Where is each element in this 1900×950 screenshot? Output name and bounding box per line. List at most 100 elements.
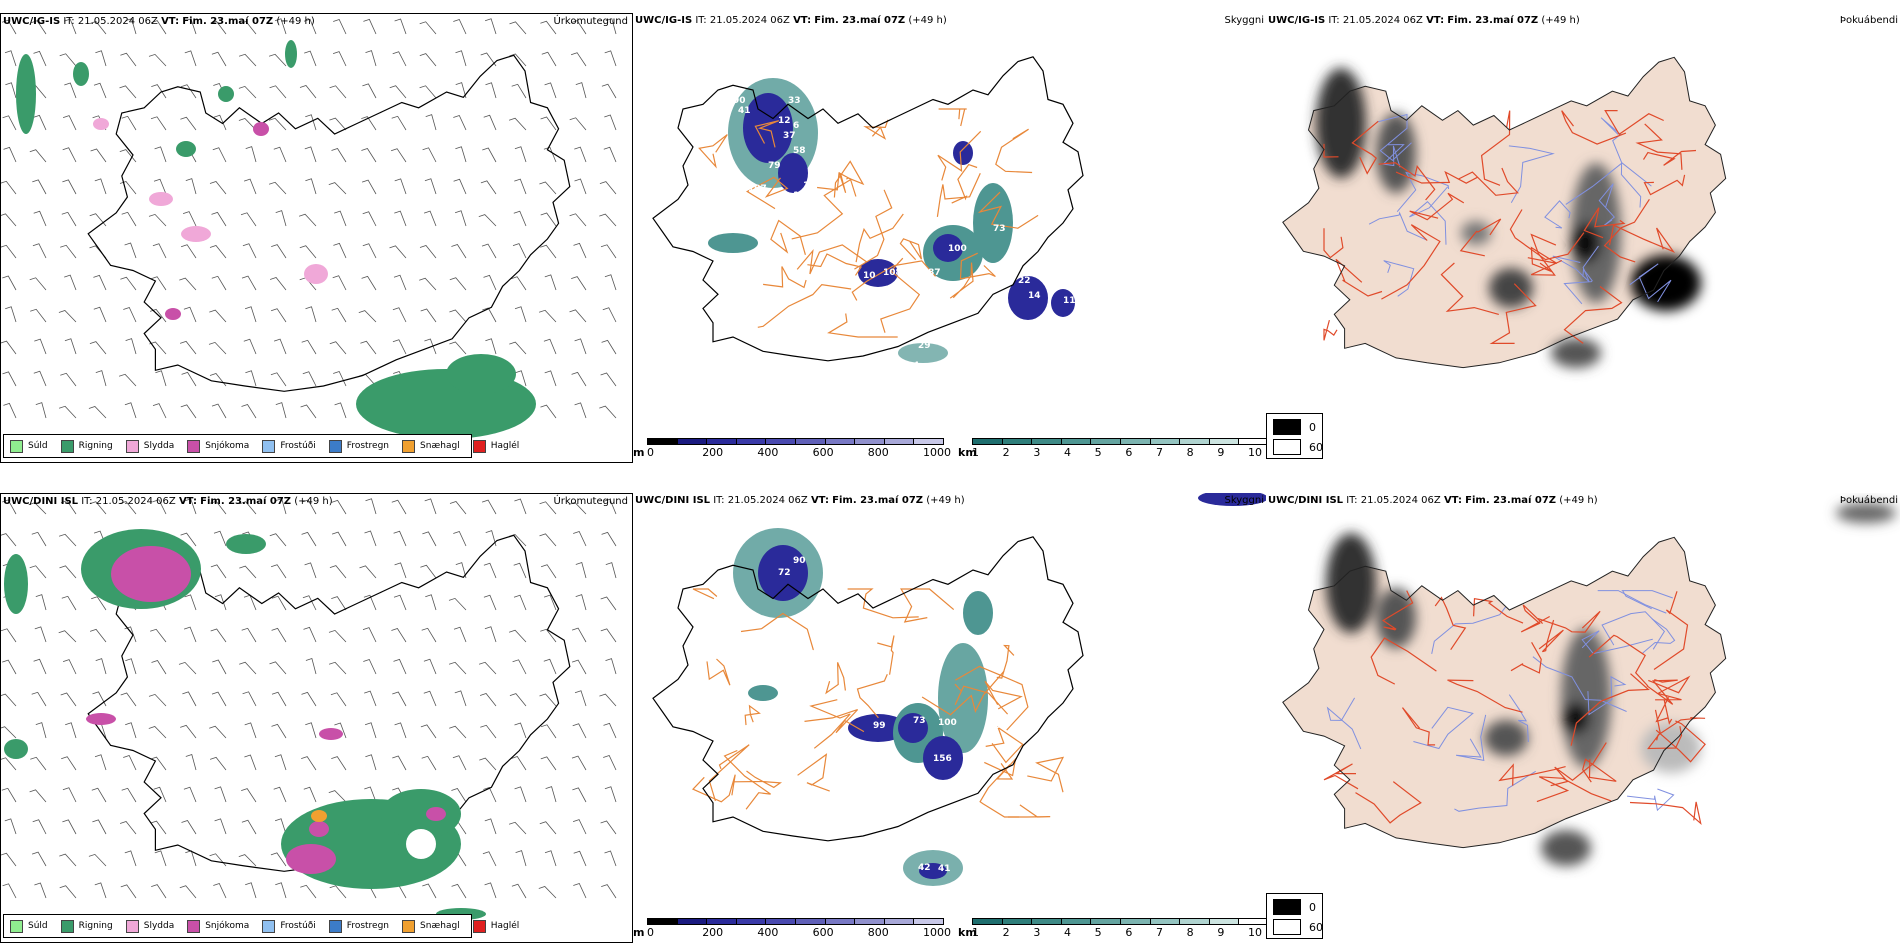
colorbar-segment bbox=[883, 918, 915, 925]
wind-barb bbox=[212, 659, 227, 675]
wind-barb bbox=[245, 146, 257, 163]
road-line bbox=[733, 770, 783, 789]
wind-barb bbox=[94, 882, 107, 899]
wind-barb bbox=[600, 372, 617, 387]
panel-title: Þokuábendi bbox=[1839, 495, 1898, 506]
wind-barb bbox=[119, 821, 137, 835]
wind-barb bbox=[478, 661, 497, 675]
wind-barb bbox=[273, 338, 287, 355]
wind-barb bbox=[1, 340, 17, 355]
wind-barb bbox=[571, 659, 587, 675]
road-line bbox=[691, 774, 736, 803]
wind-barb bbox=[155, 370, 167, 387]
wind-barb bbox=[514, 786, 527, 803]
colorbar-segment bbox=[676, 918, 708, 925]
wind-barb bbox=[514, 146, 527, 163]
visibility-label: 29 bbox=[918, 341, 931, 351]
wind-barb bbox=[421, 627, 437, 643]
wind-barb bbox=[304, 562, 317, 579]
wind-barb bbox=[32, 243, 47, 259]
legend-swatch bbox=[125, 919, 139, 933]
river-line bbox=[1600, 117, 1652, 187]
legend-item: Snæhagl bbox=[402, 919, 460, 933]
legend-swatch bbox=[472, 919, 486, 933]
colorbar-tick: 4 bbox=[1064, 446, 1071, 459]
colorbar-tick: 3 bbox=[1033, 926, 1041, 939]
road-line bbox=[1629, 801, 1702, 826]
wind-barb bbox=[331, 596, 347, 611]
wind-barb bbox=[91, 596, 107, 611]
river-line bbox=[1581, 630, 1653, 655]
wind-barb bbox=[61, 595, 77, 611]
wind-barb bbox=[274, 818, 287, 835]
visibility-label: 41 bbox=[938, 864, 951, 874]
wind-barb bbox=[420, 308, 437, 323]
legend-label: Rigning bbox=[78, 921, 113, 931]
wind-barb bbox=[603, 146, 617, 163]
wind-barb bbox=[540, 404, 557, 419]
wind-barb bbox=[419, 53, 437, 67]
wind-barb bbox=[485, 82, 497, 99]
road-line bbox=[1335, 258, 1383, 297]
wind-barb bbox=[178, 661, 197, 675]
colorbar-unit: km bbox=[958, 926, 977, 939]
visibility-label: 123 bbox=[808, 529, 827, 539]
wind-barb bbox=[59, 53, 77, 67]
visibility-panel-bottom: 20 123 12 90 72 100 105 57 99 73 156 12 42 41 Skyggni… bbox=[633, 493, 1266, 943]
wind-barb bbox=[270, 308, 287, 323]
road-line bbox=[1323, 763, 1359, 790]
wind-barb bbox=[3, 146, 17, 163]
visibility-label: 156 bbox=[933, 754, 952, 764]
wind-barb bbox=[452, 755, 467, 771]
wind-barb bbox=[180, 724, 197, 739]
wind-barb bbox=[60, 692, 77, 707]
wind-barb bbox=[152, 243, 167, 259]
colorbar-tick: 6 bbox=[1125, 926, 1133, 939]
legend-item: Snjókoma bbox=[187, 919, 249, 933]
wind-barb bbox=[328, 661, 347, 675]
road-line bbox=[1489, 283, 1537, 344]
wind-barb bbox=[209, 245, 227, 259]
wind-barb bbox=[270, 372, 287, 387]
wind-barb bbox=[121, 115, 137, 131]
wind-barb bbox=[453, 626, 467, 643]
road-line bbox=[706, 658, 731, 686]
legend-label: Frostúði bbox=[280, 921, 316, 931]
road-line bbox=[1378, 162, 1436, 201]
colorbar-segment bbox=[765, 918, 796, 925]
wind-barb bbox=[29, 565, 47, 579]
wind-barb bbox=[93, 274, 107, 291]
wind-barb bbox=[211, 51, 227, 67]
road-line bbox=[900, 588, 955, 623]
wind-barb bbox=[125, 18, 137, 35]
wind-barb bbox=[35, 402, 47, 419]
road-line bbox=[817, 172, 851, 193]
wind-barb bbox=[179, 885, 197, 899]
wind-barb bbox=[64, 338, 77, 355]
iceland-coastline bbox=[87, 54, 571, 392]
wind-barb bbox=[394, 18, 407, 35]
precip-areas bbox=[4, 529, 486, 920]
road-network bbox=[698, 108, 1039, 338]
wind-barb bbox=[540, 756, 557, 771]
wind-barb bbox=[214, 818, 227, 835]
wind-barb bbox=[512, 243, 527, 259]
wind-barb bbox=[575, 561, 587, 579]
wind-barb bbox=[304, 146, 317, 163]
wind-barb bbox=[604, 114, 617, 131]
wind-barb bbox=[483, 274, 497, 291]
colorbar-segment bbox=[647, 438, 678, 445]
visibility-label: 20 bbox=[773, 521, 786, 531]
wind-barb bbox=[602, 307, 617, 323]
wind-barb bbox=[333, 19, 347, 35]
road-line bbox=[979, 764, 1020, 818]
wind-barb bbox=[574, 402, 587, 419]
wind-barb bbox=[603, 722, 617, 739]
fog-high-swatch bbox=[1273, 919, 1301, 935]
wind-barb bbox=[601, 83, 617, 99]
wind-barb bbox=[270, 852, 287, 867]
wind-barb bbox=[600, 596, 617, 611]
wind-barb bbox=[30, 20, 47, 35]
wind-barb bbox=[180, 116, 197, 131]
